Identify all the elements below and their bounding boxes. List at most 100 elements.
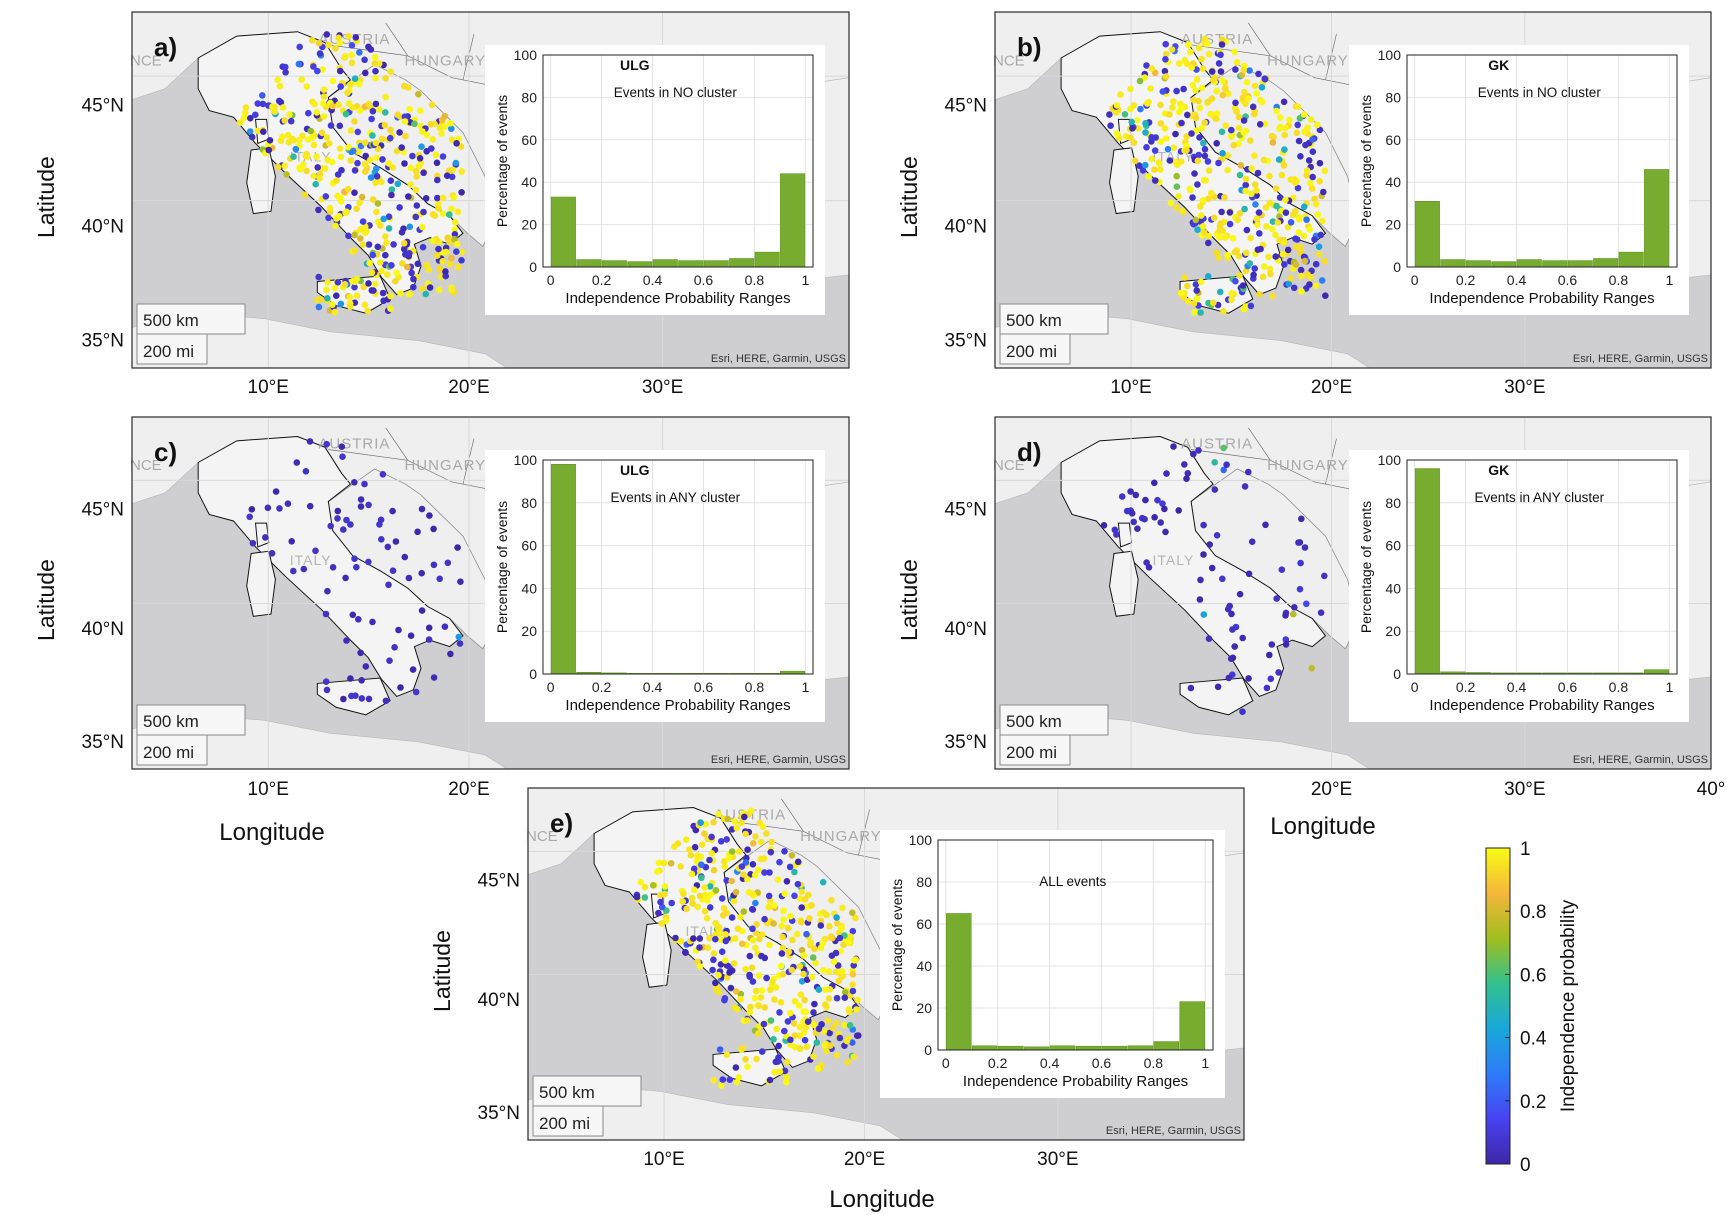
event-marker: [701, 891, 709, 899]
event-marker: [1225, 674, 1233, 682]
event-marker: [320, 86, 328, 93]
event-marker: [1188, 130, 1195, 137]
event-marker: [1205, 232, 1212, 240]
scale-km: 500 km: [143, 712, 199, 731]
event-marker: [365, 558, 372, 566]
event-marker: [1224, 166, 1231, 174]
event-marker: [753, 921, 760, 928]
event-marker: [1239, 282, 1247, 289]
event-marker: [380, 215, 387, 223]
event-marker: [406, 105, 414, 113]
event-marker: [433, 252, 441, 259]
event-marker: [1167, 199, 1175, 207]
event-marker: [396, 204, 403, 211]
event-marker: [338, 443, 346, 450]
event-marker: [341, 281, 349, 288]
event-marker: [359, 241, 367, 248]
event-marker: [715, 988, 723, 996]
event-marker: [1185, 298, 1192, 305]
event-marker: [1200, 521, 1207, 529]
event-marker: [1175, 507, 1182, 514]
event-marker: [742, 859, 750, 866]
event-marker: [1193, 287, 1200, 294]
event-marker: [1192, 114, 1200, 122]
colorbar-tick-label: 0.8: [1520, 902, 1546, 923]
event-marker: [771, 996, 778, 1003]
event-marker: [1243, 226, 1251, 234]
event-marker: [826, 923, 833, 930]
event-marker: [357, 503, 365, 510]
event-marker: [384, 543, 392, 551]
event-marker: [728, 848, 736, 855]
panel-label: d): [1017, 437, 1042, 467]
event-marker: [797, 991, 805, 998]
event-marker: [399, 260, 406, 267]
event-marker: [1230, 141, 1237, 149]
event-marker: [327, 522, 334, 530]
event-marker: [1186, 185, 1194, 193]
event-marker: [382, 75, 389, 82]
event-marker: [815, 1025, 823, 1033]
event-marker: [1236, 210, 1244, 217]
event-marker: [323, 134, 331, 141]
event-marker: [1213, 140, 1220, 147]
event-marker: [706, 883, 714, 890]
event-marker: [413, 173, 420, 180]
label-nce: NCE: [993, 457, 1025, 474]
event-marker: [658, 903, 666, 911]
event-marker: [1159, 88, 1167, 95]
event-marker: [348, 42, 356, 49]
event-marker: [691, 886, 698, 894]
event-marker: [406, 250, 413, 257]
event-marker: [259, 100, 267, 108]
event-marker: [654, 868, 661, 875]
event-marker: [429, 211, 437, 218]
event-marker: [1187, 684, 1195, 692]
event-marker: [1275, 669, 1282, 676]
event-marker: [439, 258, 447, 265]
y-tick-label: 80: [1385, 495, 1401, 511]
event-marker: [1223, 461, 1230, 468]
colorbar: [1485, 847, 1511, 1165]
event-marker: [296, 164, 303, 172]
x-tick-label: 1: [801, 272, 809, 288]
map-attribution: Esri, HERE, Garmin, USGS: [1106, 1125, 1241, 1137]
event-marker: [706, 856, 713, 864]
event-marker: [757, 994, 765, 1001]
event-marker: [783, 1078, 790, 1086]
event-marker: [264, 504, 272, 512]
event-marker: [435, 245, 442, 253]
event-marker: [362, 223, 369, 230]
event-marker: [704, 897, 711, 904]
event-marker: [803, 1043, 811, 1051]
x-axis-label: Independence Probability Ranges: [565, 697, 790, 714]
lat-tick: 35°N: [82, 331, 124, 352]
event-marker: [1282, 209, 1290, 216]
event-marker: [290, 137, 298, 144]
event-marker: [1216, 288, 1224, 296]
event-marker: [1163, 470, 1170, 477]
event-marker: [412, 213, 420, 221]
event-marker: [1317, 231, 1325, 239]
event-marker: [1107, 122, 1114, 129]
event-marker: [744, 1017, 751, 1024]
event-marker: [790, 1020, 798, 1027]
event-marker: [770, 920, 777, 927]
histogram-bar: [997, 1045, 1024, 1051]
event-marker: [404, 263, 411, 271]
histogram-bar: [1593, 258, 1619, 268]
event-marker: [1293, 129, 1301, 137]
event-marker: [418, 607, 426, 614]
event-marker: [814, 1065, 822, 1072]
event-marker: [667, 860, 675, 867]
event-marker: [1142, 120, 1149, 127]
map-frame: [131, 11, 850, 369]
event-marker: [1246, 260, 1254, 267]
event-marker: [419, 285, 426, 293]
event-markers: [1106, 35, 1329, 316]
event-marker: [1130, 102, 1138, 109]
event-marker: [1162, 135, 1170, 142]
event-marker: [456, 640, 464, 647]
event-marker: [455, 633, 463, 641]
